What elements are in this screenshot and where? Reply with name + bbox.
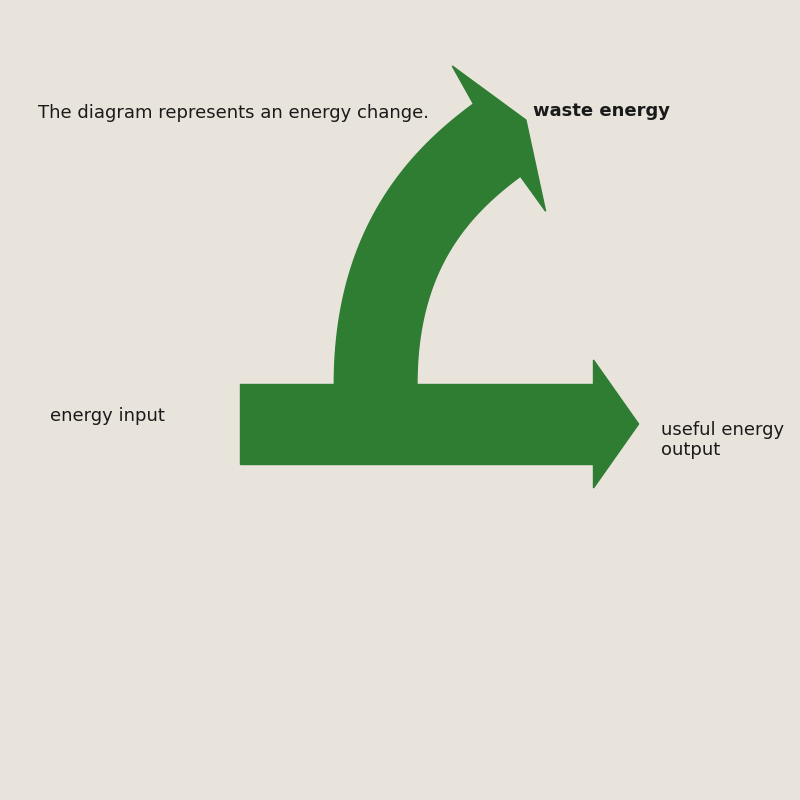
Text: waste energy: waste energy [533, 102, 670, 120]
Text: The diagram represents an energy change.: The diagram represents an energy change. [38, 104, 429, 122]
Polygon shape [334, 66, 546, 384]
Polygon shape [241, 384, 594, 464]
Polygon shape [594, 360, 638, 488]
Text: useful energy
output: useful energy output [661, 421, 784, 459]
Text: energy input: energy input [50, 407, 166, 425]
